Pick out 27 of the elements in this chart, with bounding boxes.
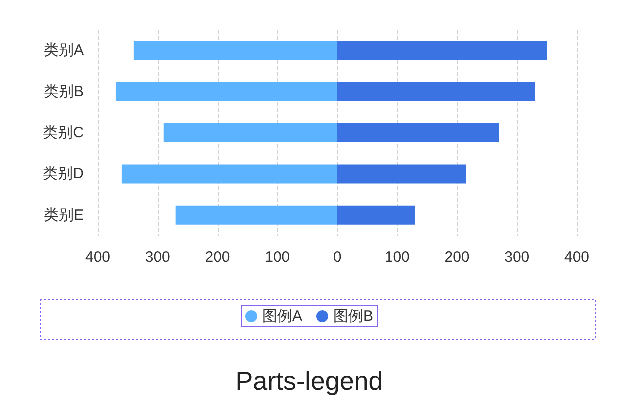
x-tick-label: 200 bbox=[444, 249, 470, 266]
legend-label: 图例A bbox=[262, 308, 303, 325]
bar bbox=[122, 164, 338, 184]
legend-label: 图例B bbox=[334, 308, 374, 325]
x-tick-label: 300 bbox=[504, 249, 530, 266]
y-tick-label: 类别C bbox=[43, 124, 84, 142]
bar bbox=[338, 124, 500, 142]
y-tick-label: 类别D bbox=[43, 166, 84, 183]
y-tick-label: 类别B bbox=[44, 83, 84, 100]
text: Parts-legend bbox=[236, 366, 384, 396]
x-tick-label: 300 bbox=[145, 249, 170, 266]
bar bbox=[338, 164, 466, 184]
x-tick-label: 0 bbox=[333, 249, 342, 266]
x-tick-label: 100 bbox=[265, 249, 290, 266]
bar bbox=[338, 41, 548, 60]
bar bbox=[134, 41, 338, 60]
y-tick-label: 类别E bbox=[44, 206, 84, 224]
bar bbox=[338, 82, 536, 102]
x-tick-label: 100 bbox=[384, 249, 410, 266]
bar bbox=[176, 206, 338, 225]
bar bbox=[164, 124, 338, 142]
x-tick-label: 200 bbox=[205, 249, 230, 266]
x-tick-label: 400 bbox=[85, 249, 111, 266]
x-tick-label: 400 bbox=[564, 249, 590, 266]
y-tick-label: 类别A bbox=[44, 42, 84, 60]
bar bbox=[116, 82, 338, 102]
bar bbox=[338, 206, 416, 225]
